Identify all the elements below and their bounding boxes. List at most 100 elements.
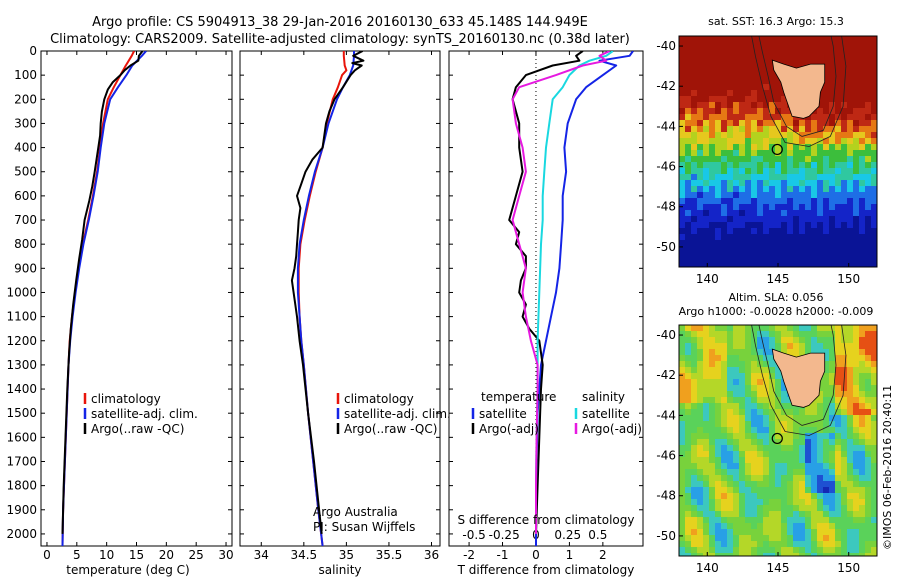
map-cell (781, 403, 788, 410)
map-cell (835, 367, 842, 374)
map-cell (703, 433, 710, 440)
map-cell (859, 90, 866, 97)
map-cell (787, 144, 794, 151)
map-cell (703, 427, 710, 434)
map-cell (709, 42, 716, 49)
map-cell (811, 138, 818, 145)
map-cell (751, 415, 758, 422)
map-cell (679, 517, 686, 524)
map-cell (865, 240, 872, 247)
map-cell (853, 60, 860, 67)
map-cell (697, 96, 704, 103)
map-cell (703, 535, 710, 542)
map-cell (805, 252, 812, 259)
map-cell (793, 150, 800, 157)
map-cell (691, 228, 698, 235)
map-cell (709, 240, 716, 247)
map-cell (685, 463, 692, 470)
map-cell (757, 511, 764, 518)
map-cell (847, 168, 854, 175)
map-cell (775, 90, 782, 97)
map-cell (781, 421, 788, 428)
map-cell (835, 132, 842, 139)
map-cell (751, 463, 758, 470)
map-cell (853, 54, 860, 61)
map-cell (727, 36, 734, 43)
map-cell (841, 216, 848, 223)
map-cell (763, 216, 770, 223)
map-cell (799, 156, 806, 163)
map-cell (799, 421, 806, 428)
map-cell (841, 96, 848, 103)
map-cell (733, 403, 740, 410)
map-cell (805, 421, 812, 428)
map-cell (829, 42, 836, 49)
map-cell (697, 144, 704, 151)
map-cell (823, 258, 830, 265)
map-cell (775, 168, 782, 175)
map-cell (751, 120, 758, 127)
map-cell (691, 427, 698, 434)
map-cell (745, 391, 752, 398)
map-cell (679, 403, 686, 410)
map-cell (733, 162, 740, 169)
map-cell (835, 108, 842, 115)
map-cell (721, 48, 728, 55)
map-cell (805, 258, 812, 265)
map-cell (787, 349, 794, 356)
map-cell (787, 60, 794, 67)
map-cell (859, 403, 866, 410)
map-cell (685, 216, 692, 223)
map-cell (817, 535, 824, 542)
map-cell (709, 48, 716, 55)
map-cell (823, 90, 830, 97)
map-cell (769, 108, 776, 115)
map-cell (685, 367, 692, 374)
map-cell (829, 433, 836, 440)
map-cell (793, 36, 800, 43)
map-cell (871, 427, 877, 434)
map-cell (805, 210, 812, 217)
series-line-satellite (535, 51, 634, 546)
map-cell (727, 439, 734, 446)
map-cell (715, 264, 722, 267)
map-cell (871, 553, 877, 556)
map-cell (799, 54, 806, 61)
map-cell (871, 541, 877, 548)
map-cell (763, 433, 770, 440)
map-cell (721, 252, 728, 259)
map-cell (847, 517, 854, 524)
map-cell (721, 198, 728, 205)
map-cell (751, 475, 758, 482)
sst-heatmap (679, 36, 877, 267)
map-cell (769, 415, 776, 422)
map-cell (757, 403, 764, 410)
map-cell (763, 511, 770, 518)
map-cell (691, 168, 698, 175)
map-cell (679, 487, 686, 494)
map-cell (787, 162, 794, 169)
salinity-diff-tick-label: 0.5 (588, 528, 607, 542)
map-cell (715, 108, 722, 115)
map-cell (787, 439, 794, 446)
map-cell (685, 445, 692, 452)
map-cell (709, 427, 716, 434)
map-cell (781, 457, 788, 464)
map-cell (757, 198, 764, 205)
map-cell (685, 174, 692, 181)
map-cell (805, 138, 812, 145)
map-cell (871, 331, 877, 338)
map-cell (859, 258, 866, 265)
map-cell (727, 493, 734, 500)
map-cell (865, 168, 872, 175)
map-cell (829, 505, 836, 512)
map-cell (775, 84, 782, 91)
map-cell (835, 60, 842, 67)
map-cell (823, 493, 830, 500)
map-cell (751, 78, 758, 85)
map-cell (793, 138, 800, 145)
map-cell (781, 114, 788, 121)
map-cell (733, 90, 740, 97)
map-cell (715, 517, 722, 524)
map-cell (745, 60, 752, 67)
